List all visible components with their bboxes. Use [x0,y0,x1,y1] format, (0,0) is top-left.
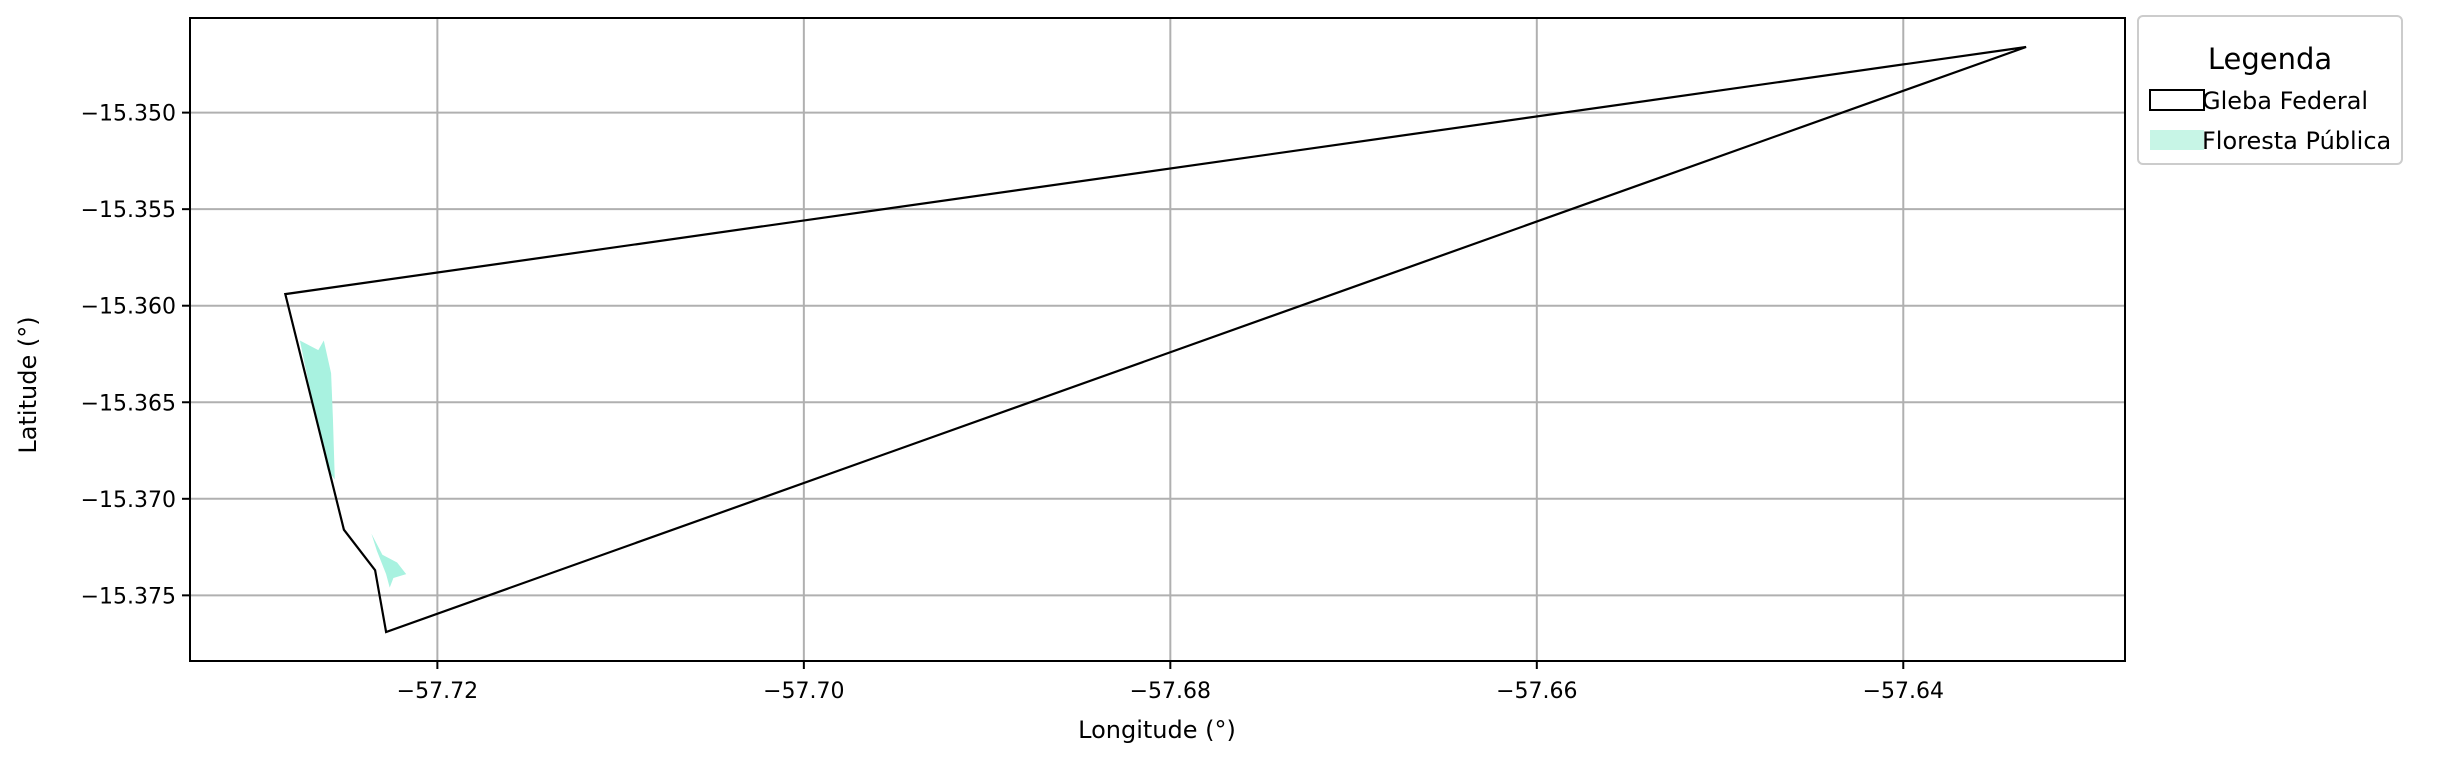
y-tick-label: −15.355 [81,198,176,223]
map-layers [283,45,2027,634]
floresta-publica-polygon [371,533,407,588]
floresta-publica-polygon [299,340,335,480]
x-axis-ticks: −57.72 −57.70 −57.68 −57.66 −57.64 [397,661,1944,704]
y-tick-label: −15.365 [81,391,176,416]
x-tick-label: −57.66 [1496,679,1577,704]
legend: Legenda Gleba Federal Floresta Pública [2137,15,2403,165]
legend-swatch-gleba-federal [2149,89,2205,111]
y-axis-label: Latitude (°) [14,316,42,453]
x-axis-label: Longitude (°) [1078,716,1236,744]
y-tick-label: −15.350 [81,102,176,127]
y-tick-label: −15.375 [81,584,176,609]
legend-title: Legenda [2208,42,2332,76]
legend-swatch-floresta-publica [2150,130,2204,150]
grid-lines [190,18,2125,661]
x-tick-label: −57.72 [397,679,478,704]
gleba-federal-polygon [283,45,2027,634]
y-tick-label: −15.360 [81,295,176,320]
y-axis-ticks: −15.350 −15.355 −15.360 −15.365 −15.370 −15.3… [81,102,190,609]
legend-label-gleba-federal: Gleba Federal [2202,87,2368,115]
legend-box [2137,15,2403,165]
x-tick-label: −57.70 [763,679,844,704]
x-tick-label: −57.68 [1130,679,1211,704]
plot-frame [189,17,2126,662]
y-tick-label: −15.370 [81,488,176,513]
x-tick-label: −57.64 [1863,679,1944,704]
legend-label-floresta-publica: Floresta Pública [2202,127,2391,155]
